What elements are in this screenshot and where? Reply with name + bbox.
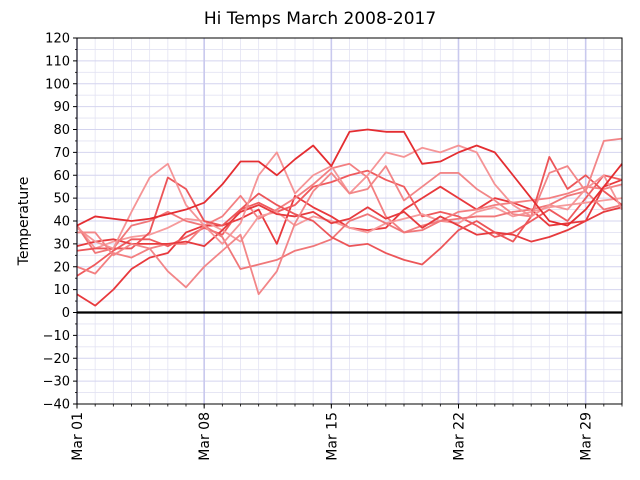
series-line-2: [76, 169, 623, 277]
x-tick-label: Mar 15: [324, 412, 340, 461]
series-lines: [76, 128, 623, 307]
y-tick-label: 10: [53, 283, 70, 298]
x-tick-label: Mar 29: [579, 412, 595, 461]
y-tick-label: −30: [43, 375, 70, 390]
y-tick-label: 110: [45, 54, 70, 69]
series-line-9: [77, 137, 623, 296]
x-tick-label: Mar 01: [70, 412, 86, 461]
y-tick-label: −20: [43, 352, 70, 367]
series-line-4: [76, 197, 623, 250]
plot-area: [76, 37, 623, 405]
series-line-10: [76, 128, 623, 227]
x-axis-ticks: Mar 01 Mar 08 Mar 15 Mar 22 Mar 29: [70, 404, 623, 461]
y-tick-label: 0: [62, 306, 70, 321]
y-tick-label: 70: [53, 146, 70, 161]
y-axis-label: Temperature: [16, 177, 32, 267]
series-line-6: [76, 190, 623, 270]
y-tick-label: 100: [45, 77, 70, 92]
y-tick-label: 40: [53, 215, 70, 230]
y-tick-label: 30: [53, 237, 70, 252]
y-axis-ticks: −40 −30 −20 −10 0 10 20 30 40 50 60 70 80 90 100 110 120: [43, 32, 77, 413]
y-tick-label: −40: [43, 398, 70, 413]
series-line-5: [76, 204, 623, 248]
y-tick-label: 60: [53, 169, 70, 184]
x-tick-label: Mar 22: [452, 412, 468, 461]
x-tick-label: Mar 08: [197, 412, 213, 461]
y-tick-label: 90: [53, 100, 70, 115]
y-tick-label: 120: [45, 32, 70, 47]
chart-title: Hi Temps March 2008-2017: [204, 9, 436, 29]
y-tick-label: 80: [53, 123, 70, 138]
y-tick-label: 50: [53, 192, 70, 207]
y-tick-label: −10: [43, 329, 70, 344]
y-tick-label: 20: [53, 260, 70, 275]
